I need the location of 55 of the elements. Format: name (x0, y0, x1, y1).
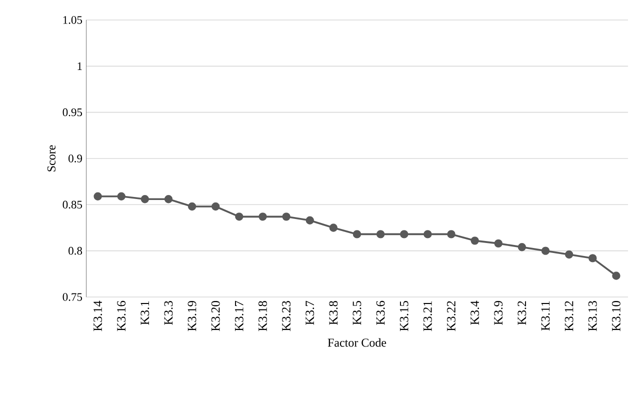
point (282, 212, 290, 221)
x-tick-label: K3.3 (164, 301, 173, 325)
x-tick-label: K3.1 (140, 301, 150, 325)
point (94, 192, 102, 200)
point (424, 230, 432, 238)
x-tick-label: K3.16 (117, 300, 126, 332)
x-tick-label: K3.13 (588, 301, 597, 332)
point (235, 212, 244, 221)
y-axis-title: Score (47, 145, 56, 172)
point (258, 212, 267, 221)
point (518, 243, 526, 252)
point (352, 230, 362, 238)
point (494, 239, 502, 248)
y-tick-label: 1 (78, 62, 82, 70)
y-tick-label: 0.95 (62, 108, 82, 116)
x-tick-label: K3.17 (234, 300, 244, 332)
point (447, 230, 456, 238)
x-tick-label: K3.9 (494, 301, 503, 325)
y-tick-label: 0.85 (62, 200, 82, 209)
x-tick-label: K3.14 (94, 300, 102, 332)
point (164, 195, 173, 204)
x-tick-label: K3.21 (423, 301, 432, 332)
x-tick-label: K3.2 (518, 301, 526, 325)
x-tick-label: K3.4 (470, 300, 480, 325)
x-tick-label: K3.15 (400, 301, 408, 332)
y-tick-label: 1.05 (63, 16, 82, 24)
point (140, 195, 150, 204)
y-tick-label: 0.75 (62, 293, 82, 301)
x-tick-label: K3.18 (258, 301, 267, 332)
x-tick-label: K3.23 (282, 301, 291, 332)
point (188, 202, 196, 211)
x-tick-label: K3.6 (376, 300, 385, 325)
point (306, 216, 314, 224)
point (470, 236, 479, 245)
point (329, 224, 338, 232)
x-tick-label: K3.22 (447, 301, 456, 332)
x-tick-label: K3.7 (306, 300, 314, 325)
x-axis-title: Factor Code (328, 338, 386, 347)
point (400, 230, 408, 238)
x-tick-label: K3.20 (211, 301, 220, 332)
point (612, 272, 620, 280)
x-tick-label: K3.11 (541, 301, 550, 331)
point (588, 254, 597, 262)
point (564, 250, 574, 259)
y-tick-label: 0.9 (68, 154, 82, 162)
x-tick-label: K3.12 (564, 301, 574, 332)
x-tick-label: K3.5 (352, 301, 362, 325)
point (376, 230, 385, 238)
point (212, 202, 220, 211)
point (117, 192, 126, 200)
x-tick-label: K3.8 (329, 301, 338, 325)
x-tick-label: K3.10 (612, 301, 620, 332)
y-tick-label: 0.8 (68, 246, 82, 255)
x-tick-label: K3.19 (188, 301, 196, 332)
point (541, 246, 550, 255)
